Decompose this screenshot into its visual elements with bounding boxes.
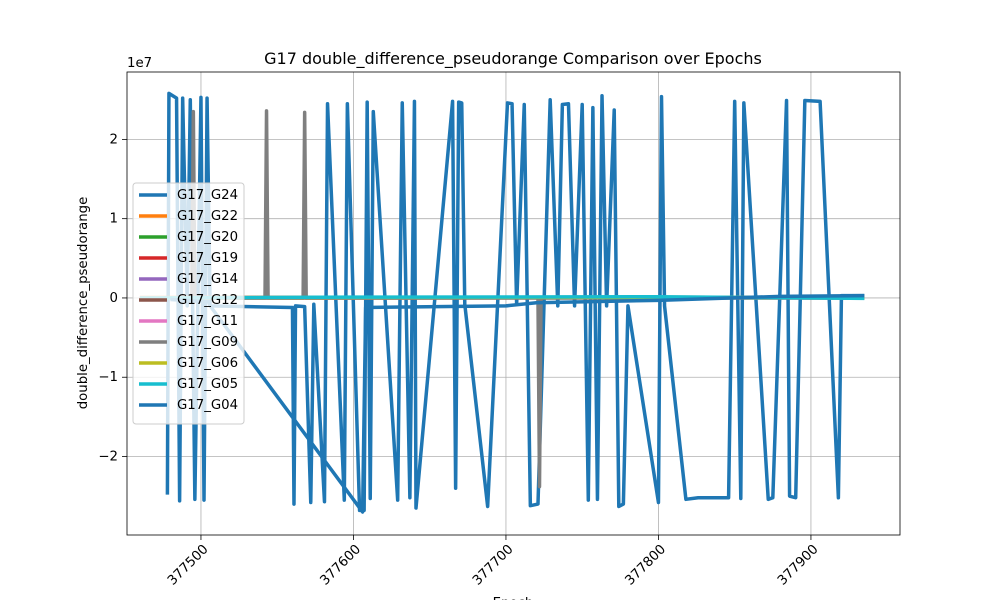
legend-label: G17_G11 <box>177 314 238 329</box>
legend-label: G17_G04 <box>177 398 238 413</box>
y-tick-label: −2 <box>98 450 118 465</box>
y-tick-label: −1 <box>98 370 118 385</box>
series-line <box>165 91 865 513</box>
y-axis-label: double_difference_pseudorange <box>76 197 91 410</box>
y-tick-label: 0 <box>110 291 118 306</box>
legend-label: G17_G22 <box>177 209 238 224</box>
y-offset-label: 1e7 <box>127 56 152 71</box>
legend-label: G17_G14 <box>177 272 238 287</box>
legend-label: G17_G06 <box>177 356 238 371</box>
legend-label: G17_G05 <box>177 377 238 392</box>
chart-title: G17 double_difference_pseudorange Compar… <box>264 49 762 69</box>
plot-lines <box>139 91 865 514</box>
plot-frame <box>126 71 901 536</box>
legend-label: G17_G24 <box>177 188 238 203</box>
y-tick-label: 1 <box>110 212 118 227</box>
legend-label: G17_G20 <box>177 230 238 245</box>
legend-label: G17_G19 <box>177 251 238 266</box>
legend-label: G17_G12 <box>177 293 238 308</box>
x-axis-label: Epoch <box>493 596 534 600</box>
legend-label: G17_G09 <box>177 335 238 350</box>
y-tick-label: 2 <box>110 132 118 147</box>
